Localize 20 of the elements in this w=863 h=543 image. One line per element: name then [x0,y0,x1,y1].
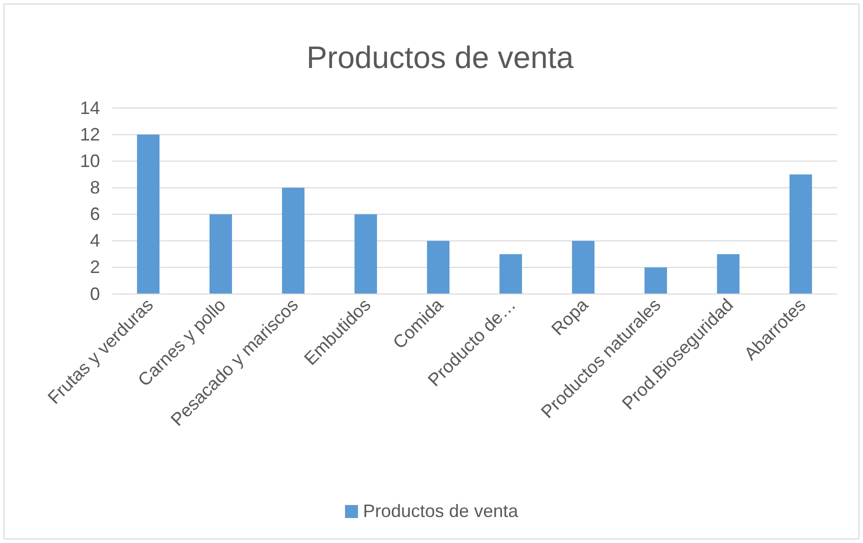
bar [354,214,377,294]
y-tick-label: 6 [90,204,100,224]
bar [427,240,450,294]
bar [137,134,160,294]
bar [644,267,667,294]
bar [790,174,812,294]
y-tick-label: 2 [90,257,100,278]
y-tick-label: 14 [80,98,100,118]
bar [282,188,304,294]
y-tick-label: 8 [90,177,100,198]
y-tick-label: 0 [90,284,100,304]
bar [572,240,594,294]
y-tick-label: 12 [80,124,100,144]
legend-label: Productos de venta [363,501,520,521]
chart-title: Productos de venta [306,40,574,75]
y-tick-label: 10 [80,150,100,171]
bar [210,214,232,294]
bar [500,254,522,294]
y-tick-label: 4 [90,230,100,251]
bar [717,254,740,294]
